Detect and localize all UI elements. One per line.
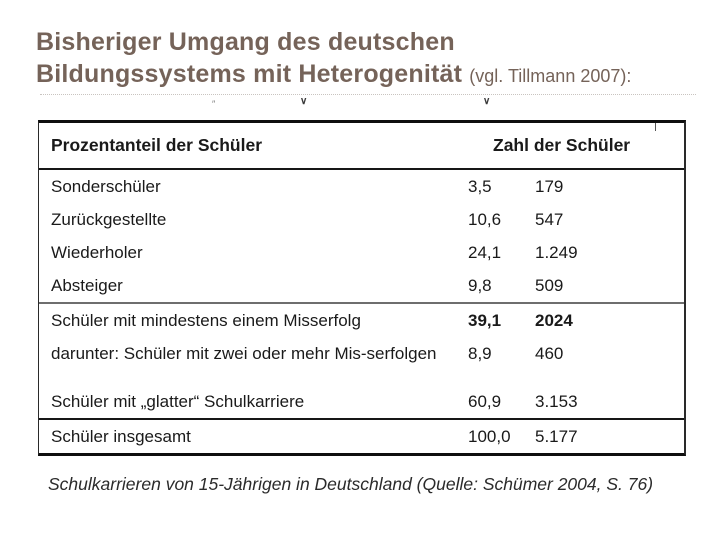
table-row: Wiederholer 24,1 1.249 — [39, 236, 684, 269]
table-row: Sonderschüler 3,5 179 — [39, 170, 684, 203]
table-row: Schüler mit „glatter“ Schulkarriere 60,9… — [39, 386, 684, 418]
column-header-count: Zahl der Schüler — [493, 135, 631, 155]
row-count: 179 — [535, 176, 564, 196]
row-count: 547 — [535, 209, 564, 229]
row-count: 460 — [535, 343, 564, 363]
row-count: 1.249 — [535, 242, 578, 262]
slide-title: Bisheriger Umgang des deutschen Bildungs… — [36, 26, 631, 92]
row-percent: 9,8 — [468, 275, 492, 295]
row-percent: 60,9 — [468, 392, 502, 411]
table-group-rule — [39, 302, 684, 304]
students-statistics-table: Prozentanteil der Schüler Zahl der Schül… — [38, 120, 686, 456]
row-label: Wiederholer — [51, 242, 143, 262]
row-count: 5.177 — [535, 426, 578, 446]
slide-title-line2-bold: Bildungssystems mit Heterogenität — [36, 60, 463, 88]
column-header-percent: Prozentanteil der Schüler — [51, 135, 263, 155]
table-header-row: Prozentanteil der Schüler Zahl der Schül… — [39, 123, 684, 168]
table-row: darunter: Schüler mit zwei oder mehr Mis… — [39, 337, 684, 370]
row-label: darunter: Schüler mit zwei oder mehr Mis… — [51, 343, 437, 363]
table-rule — [39, 168, 684, 170]
table-rule — [39, 418, 684, 420]
slide-title-line2: Bildungssystems mit Heterogenität (vgl. … — [36, 58, 631, 92]
table-row-misserfolg-total: Schüler mit mindestens einem Misserfolg … — [39, 304, 684, 337]
row-label: Schüler mit „glatter“ Schulkarriere — [51, 392, 305, 411]
row-label: Absteiger — [51, 275, 123, 295]
row-percent: 39,1 — [468, 310, 502, 330]
table-row: Zurückgestellte 10,6 547 — [39, 203, 684, 236]
scan-artifact-chevron-mark: ∨ — [300, 96, 308, 107]
scan-artifact-ditto-mark: ″ — [212, 99, 216, 109]
scan-artifact-dotted-line — [40, 94, 696, 95]
scan-artifact-tick — [655, 123, 656, 131]
row-percent: 24,1 — [468, 242, 502, 262]
row-percent: 3,5 — [468, 176, 492, 196]
row-label: Sonderschüler — [51, 176, 161, 196]
row-count: 2024 — [535, 310, 573, 330]
slide-title-line1: Bisheriger Umgang des deutschen — [36, 28, 455, 56]
slide-title-citation: (vgl. Tillmann 2007): — [469, 66, 632, 86]
table-row-total: Schüler insgesamt 100,0 5.177 — [39, 420, 684, 453]
row-count: 3.153 — [535, 392, 578, 411]
row-label: Zurückgestellte — [51, 209, 167, 229]
row-percent: 10,6 — [468, 209, 502, 229]
row-percent: 100,0 — [468, 426, 511, 446]
row-percent: 8,9 — [468, 343, 492, 363]
table-spacer-row — [39, 370, 684, 386]
table-source-caption: Schulkarrieren von 15-Jährigen in Deutsc… — [48, 474, 654, 494]
table-row: Absteiger 9,8 509 — [39, 269, 684, 302]
row-label: Schüler insgesamt — [51, 426, 191, 446]
scan-artifact-chevron-mark: ∨ — [483, 96, 491, 107]
row-count: 509 — [535, 275, 564, 295]
row-label: Schüler mit mindestens einem Misserfolg — [51, 310, 361, 330]
